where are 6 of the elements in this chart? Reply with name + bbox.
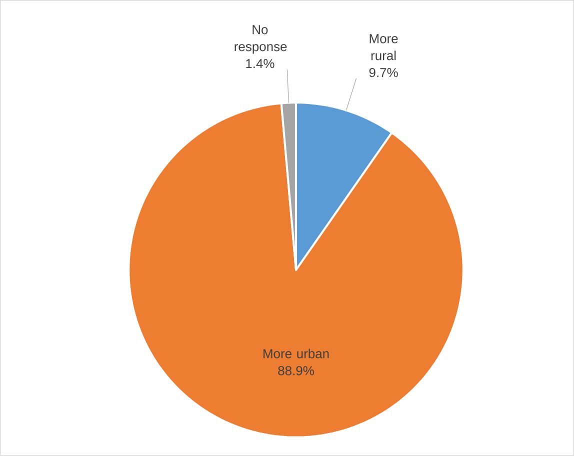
slice-label: No response (234, 25, 287, 54)
slice-label: More urban (264, 348, 329, 358)
data-label: 88.9% (278, 366, 314, 376)
data-label: 1.4% (246, 59, 274, 68)
data-label: 9.7% (369, 68, 398, 78)
slice-label: More rural (370, 34, 398, 60)
